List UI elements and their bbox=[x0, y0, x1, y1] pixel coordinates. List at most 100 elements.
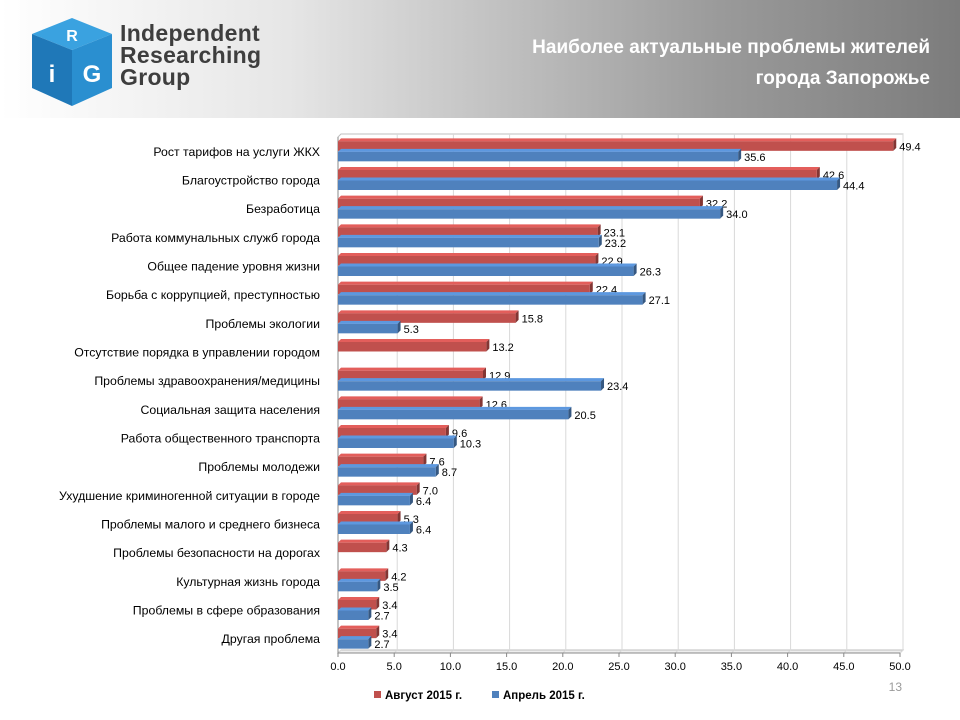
bar-april-side bbox=[738, 148, 742, 162]
bar-april bbox=[338, 381, 602, 391]
bar-april-top bbox=[338, 263, 637, 267]
logo-letter-g: G bbox=[83, 61, 102, 88]
bar-august-side bbox=[597, 224, 601, 237]
bar-august bbox=[338, 370, 483, 381]
bar-april-top bbox=[338, 177, 841, 181]
bar-august-side bbox=[376, 597, 380, 610]
data-label: 44.4 bbox=[843, 181, 864, 193]
legend-label-august: Август 2015 г. bbox=[385, 690, 462, 702]
data-label: 26.3 bbox=[640, 267, 661, 279]
data-label: 4.3 bbox=[392, 543, 407, 555]
logo-text: Independent Researching Group bbox=[120, 20, 262, 89]
bar-august bbox=[338, 600, 377, 610]
bar-august-top bbox=[338, 167, 820, 170]
bar-april bbox=[338, 438, 454, 448]
bar-april-top bbox=[338, 148, 742, 152]
category-label: Общее падение уровня жизни bbox=[147, 260, 320, 274]
data-label: 4.2 bbox=[391, 571, 406, 583]
bar-april-top bbox=[338, 320, 401, 324]
data-label: 23.2 bbox=[605, 238, 626, 250]
bar-august-top bbox=[338, 396, 483, 400]
bar-august-top bbox=[338, 539, 390, 543]
bar-august-top bbox=[338, 625, 380, 629]
bar-august-top bbox=[338, 568, 389, 572]
bar-april bbox=[338, 495, 410, 506]
title-line-2: города Запорожье bbox=[755, 68, 930, 89]
bar-april-side bbox=[601, 378, 605, 391]
bar-august-top bbox=[338, 425, 449, 428]
bar-april-top bbox=[338, 464, 439, 468]
legend-label-april: Апрель 2015 г. bbox=[503, 690, 585, 702]
logo-cube-icon: R i G bbox=[32, 18, 112, 106]
logo-letter-i: i bbox=[49, 61, 56, 88]
page-title: Наиболее актуальные проблемы жителей гор… bbox=[410, 32, 930, 94]
bar-august-top bbox=[338, 253, 599, 256]
logo-line-1: Independent bbox=[120, 20, 261, 46]
bar-august bbox=[338, 313, 516, 323]
category-label: Безработица bbox=[246, 202, 320, 216]
category-label: Культурная жизнь города bbox=[176, 575, 320, 589]
data-label: 23.4 bbox=[607, 381, 628, 393]
data-label: 10.3 bbox=[460, 439, 481, 451]
data-label: 2.7 bbox=[374, 639, 389, 651]
bar-august-side bbox=[479, 396, 483, 409]
legend-swatch-april bbox=[492, 691, 499, 698]
data-label: 3.4 bbox=[382, 629, 397, 641]
bar-august bbox=[338, 198, 700, 209]
bar-april-side bbox=[720, 206, 724, 219]
bar-august-top bbox=[338, 367, 486, 371]
bar-august-top bbox=[338, 195, 703, 199]
page-number: 13 bbox=[888, 680, 902, 694]
data-label: 6.4 bbox=[416, 496, 431, 508]
category-label: Проблемы молодежи bbox=[198, 460, 320, 474]
bar-august-top bbox=[338, 138, 897, 142]
data-label: 5.3 bbox=[404, 324, 419, 336]
category-label: Отсутствие порядка в управлении городом bbox=[74, 346, 320, 360]
x-tick-label: 15.0 bbox=[496, 661, 517, 673]
bar-april-side bbox=[453, 435, 457, 448]
bar-april-top bbox=[338, 578, 381, 582]
bar-april bbox=[338, 266, 634, 276]
bar-april-top bbox=[338, 636, 372, 640]
bar-april bbox=[338, 610, 369, 620]
bar-april-side bbox=[633, 263, 637, 276]
logo-line-2: Researching bbox=[120, 42, 262, 68]
x-tick-label: 25.0 bbox=[608, 661, 629, 673]
bar-august bbox=[338, 227, 598, 237]
bar-august-side bbox=[816, 167, 820, 180]
data-label: 34.0 bbox=[726, 209, 747, 221]
category-label: Проблемы в сфере образования bbox=[133, 604, 320, 618]
bar-august bbox=[338, 428, 446, 438]
x-tick-label: 10.0 bbox=[440, 661, 461, 673]
bar-april-side bbox=[377, 578, 381, 592]
bar-april-top bbox=[338, 492, 413, 496]
bar-august-side bbox=[397, 511, 401, 524]
data-label: 13.2 bbox=[492, 342, 513, 354]
bar-april-side bbox=[368, 607, 372, 620]
logo-letter-r: R bbox=[66, 28, 78, 45]
bar-august-side bbox=[386, 539, 390, 553]
bar-april-top bbox=[338, 292, 646, 296]
bar-april-top bbox=[338, 206, 724, 210]
x-tick-label: 30.0 bbox=[664, 661, 685, 673]
bar-august-top bbox=[338, 310, 519, 314]
data-label: 2.7 bbox=[374, 611, 389, 623]
category-label: Другая проблема bbox=[222, 632, 321, 646]
data-label: 35.6 bbox=[744, 152, 765, 164]
bar-august bbox=[338, 399, 480, 409]
category-label: Ухудшение криминогенной ситуации в город… bbox=[59, 489, 320, 503]
bar-april-side bbox=[435, 464, 439, 477]
x-tick-label: 50.0 bbox=[889, 661, 910, 673]
bar-april-side bbox=[368, 636, 372, 649]
bar-april-side bbox=[409, 521, 413, 534]
bar-august-side bbox=[515, 310, 519, 323]
category-label: Рост тарифов на услуги ЖКХ bbox=[153, 145, 320, 159]
data-label: 8.7 bbox=[442, 467, 457, 479]
header-banner: R i G Independent Researching Group Наиб… bbox=[0, 0, 960, 118]
bar-april-top bbox=[338, 521, 413, 525]
bar-august-top bbox=[338, 453, 427, 457]
x-tick-label: 40.0 bbox=[777, 661, 798, 673]
bar-april bbox=[338, 467, 436, 477]
bar-august-side bbox=[445, 425, 449, 438]
x-tick-label: 20.0 bbox=[552, 661, 573, 673]
